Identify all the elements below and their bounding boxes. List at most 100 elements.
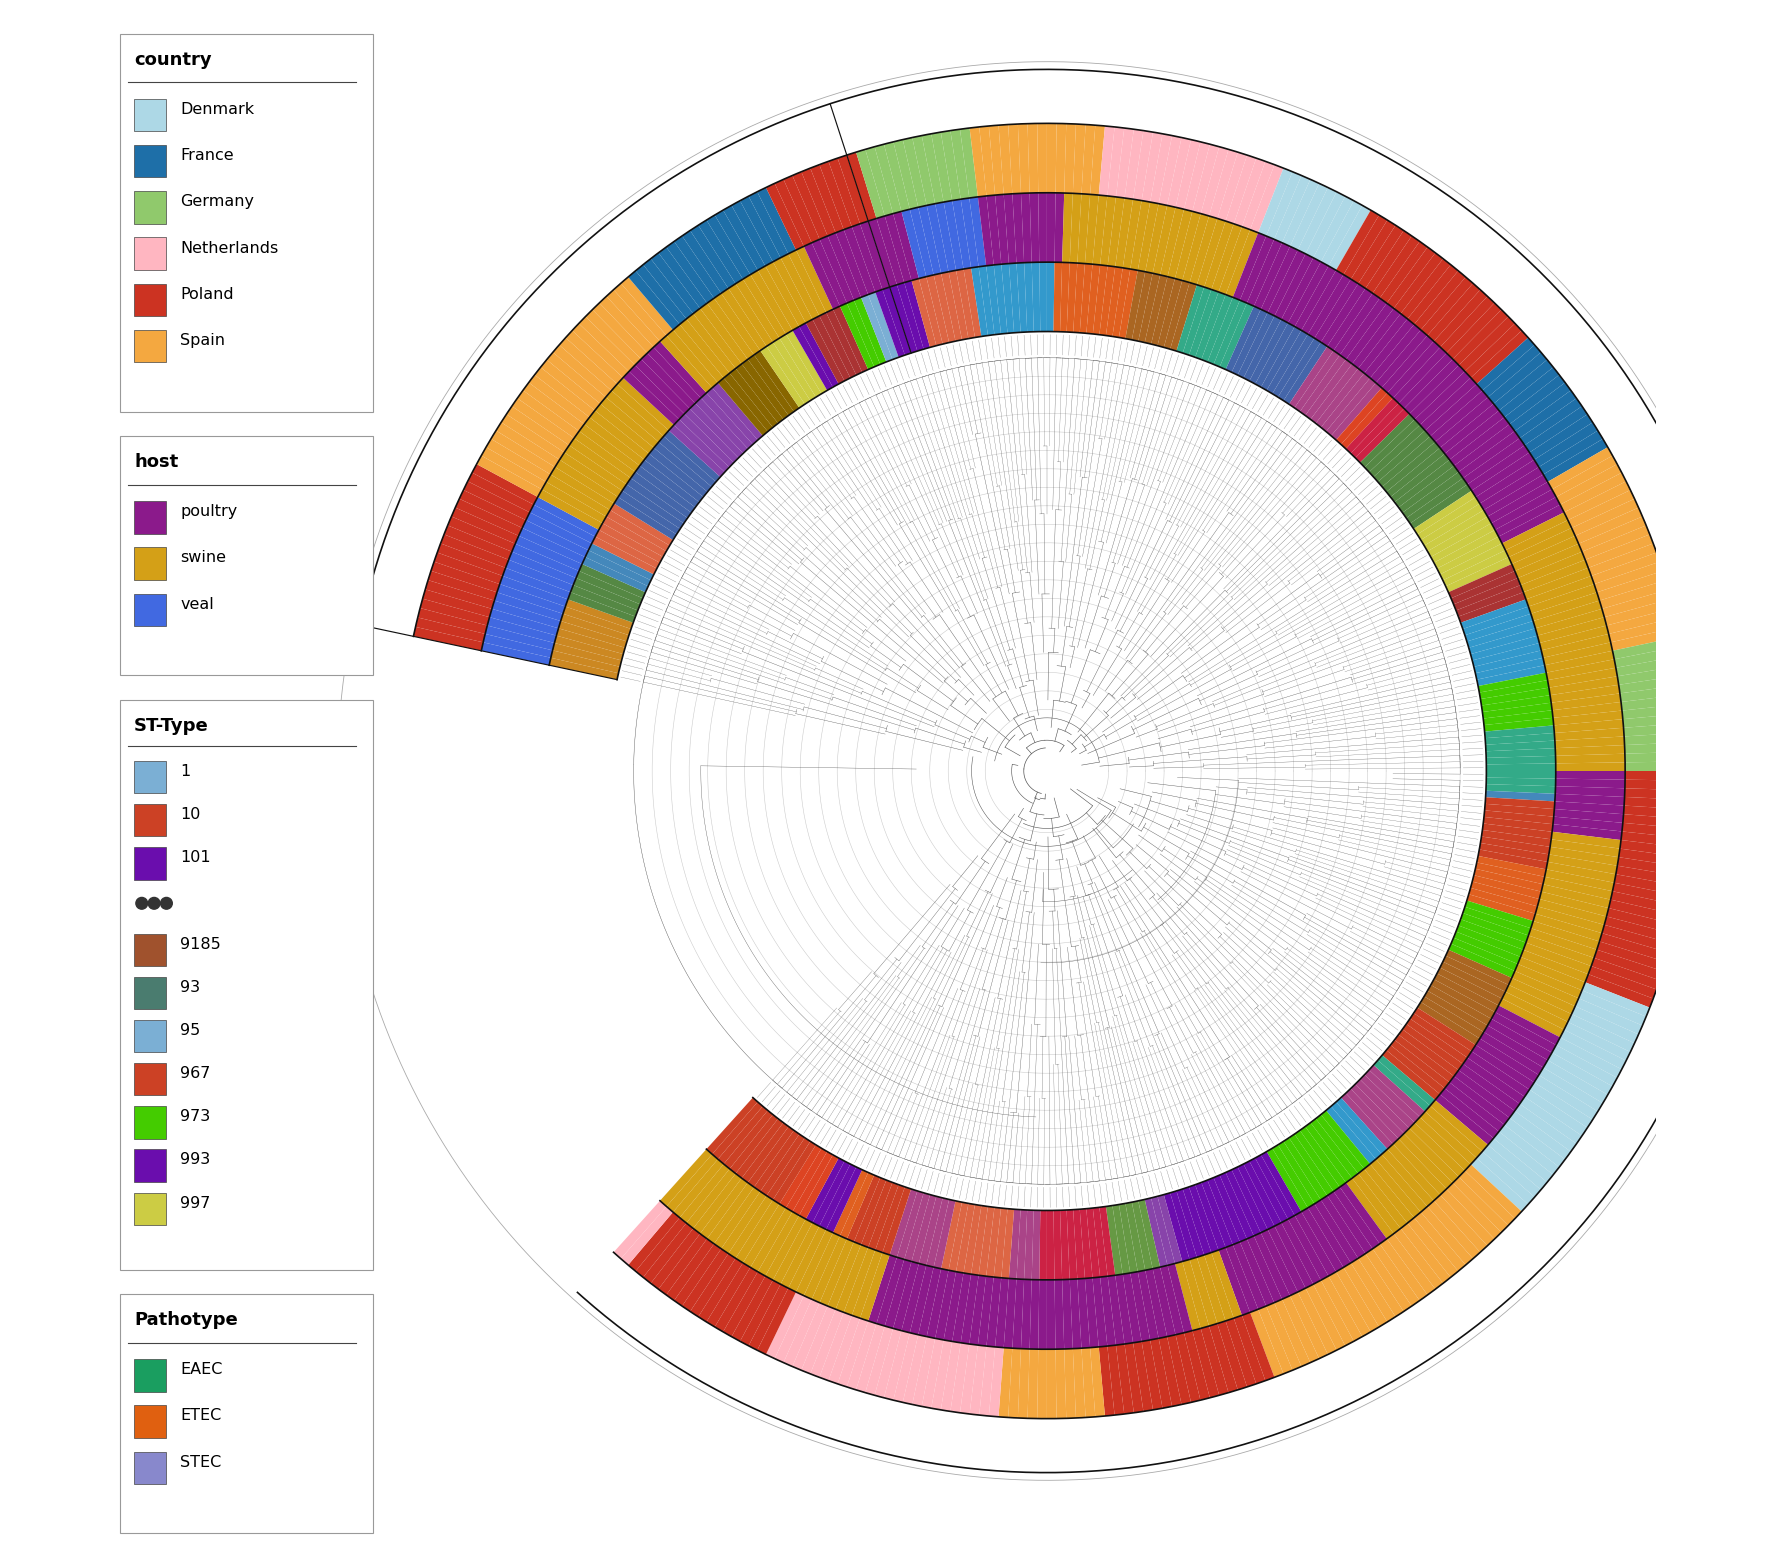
Polygon shape [1559, 473, 1627, 512]
Polygon shape [1499, 367, 1559, 418]
Polygon shape [1037, 123, 1046, 193]
Polygon shape [628, 1212, 680, 1271]
Polygon shape [1340, 1183, 1388, 1244]
Polygon shape [1234, 233, 1266, 301]
Polygon shape [614, 497, 676, 540]
Text: swine: swine [181, 550, 227, 566]
Polygon shape [1092, 265, 1108, 335]
Polygon shape [1382, 336, 1434, 393]
Polygon shape [1152, 205, 1175, 274]
Polygon shape [1621, 694, 1690, 711]
Polygon shape [496, 423, 559, 467]
Polygon shape [1549, 847, 1620, 865]
Polygon shape [1614, 874, 1683, 896]
Polygon shape [1266, 1303, 1301, 1371]
Polygon shape [687, 313, 736, 373]
Polygon shape [1165, 1194, 1189, 1261]
Polygon shape [1092, 1277, 1108, 1346]
Polygon shape [1455, 424, 1515, 472]
Polygon shape [1328, 1192, 1374, 1254]
Polygon shape [635, 1218, 687, 1277]
Polygon shape [464, 481, 529, 520]
Polygon shape [1175, 140, 1200, 210]
Polygon shape [754, 350, 800, 412]
Polygon shape [1294, 1130, 1340, 1192]
Polygon shape [1545, 870, 1614, 891]
Polygon shape [1204, 1252, 1234, 1321]
Polygon shape [736, 1118, 784, 1178]
Polygon shape [963, 268, 981, 338]
Polygon shape [1430, 979, 1496, 1019]
Polygon shape [1446, 1183, 1501, 1240]
Polygon shape [1485, 803, 1554, 817]
Bar [135, 976, 166, 1008]
Polygon shape [565, 446, 627, 490]
Polygon shape [1374, 1244, 1420, 1306]
Polygon shape [1182, 1187, 1211, 1255]
Polygon shape [1471, 1045, 1535, 1090]
Polygon shape [1471, 635, 1540, 660]
Polygon shape [1214, 301, 1246, 367]
Polygon shape [834, 307, 867, 372]
Polygon shape [970, 126, 986, 197]
Polygon shape [1009, 1348, 1021, 1419]
Polygon shape [719, 378, 768, 436]
Polygon shape [1591, 958, 1660, 990]
Polygon shape [1220, 1172, 1253, 1238]
Polygon shape [927, 1269, 949, 1338]
Bar [135, 547, 166, 580]
Polygon shape [419, 598, 490, 626]
Text: Germany: Germany [181, 194, 255, 210]
Polygon shape [1239, 236, 1274, 304]
Text: 10: 10 [181, 806, 200, 822]
Polygon shape [989, 125, 1004, 196]
Polygon shape [1333, 293, 1381, 355]
Polygon shape [497, 584, 565, 614]
Polygon shape [1575, 507, 1643, 544]
Polygon shape [1358, 1169, 1407, 1229]
Polygon shape [1320, 373, 1370, 432]
Polygon shape [1333, 1187, 1381, 1249]
Polygon shape [1150, 134, 1172, 204]
Polygon shape [1443, 956, 1508, 992]
Polygon shape [1306, 191, 1345, 258]
Polygon shape [1274, 176, 1310, 242]
Polygon shape [1540, 891, 1609, 916]
Polygon shape [754, 1130, 800, 1192]
Polygon shape [1168, 1263, 1193, 1332]
Polygon shape [812, 1235, 846, 1303]
Polygon shape [986, 1207, 1002, 1277]
Polygon shape [1551, 685, 1620, 703]
Text: Poland: Poland [181, 287, 234, 302]
Polygon shape [1290, 183, 1328, 250]
Polygon shape [1388, 341, 1441, 398]
Polygon shape [1064, 123, 1076, 193]
Polygon shape [1515, 390, 1577, 438]
Polygon shape [811, 165, 844, 233]
Polygon shape [1485, 725, 1554, 739]
Polygon shape [1009, 123, 1021, 194]
Polygon shape [950, 130, 970, 199]
Polygon shape [1620, 674, 1689, 694]
Polygon shape [566, 330, 623, 384]
Polygon shape [1032, 1210, 1041, 1280]
Polygon shape [1365, 230, 1412, 293]
Polygon shape [641, 353, 696, 409]
Polygon shape [805, 1158, 844, 1223]
Polygon shape [563, 606, 632, 635]
Polygon shape [1039, 262, 1046, 332]
Polygon shape [758, 1212, 798, 1277]
Polygon shape [1218, 227, 1250, 295]
Polygon shape [995, 194, 1009, 264]
Polygon shape [1421, 1206, 1473, 1264]
Polygon shape [706, 1098, 758, 1155]
Polygon shape [1621, 823, 1692, 839]
Polygon shape [1421, 278, 1473, 336]
Polygon shape [1466, 614, 1533, 641]
Polygon shape [926, 1198, 949, 1268]
Polygon shape [1150, 276, 1175, 345]
Polygon shape [628, 365, 685, 419]
Polygon shape [1453, 931, 1520, 964]
Polygon shape [1218, 153, 1248, 221]
Polygon shape [490, 609, 559, 635]
